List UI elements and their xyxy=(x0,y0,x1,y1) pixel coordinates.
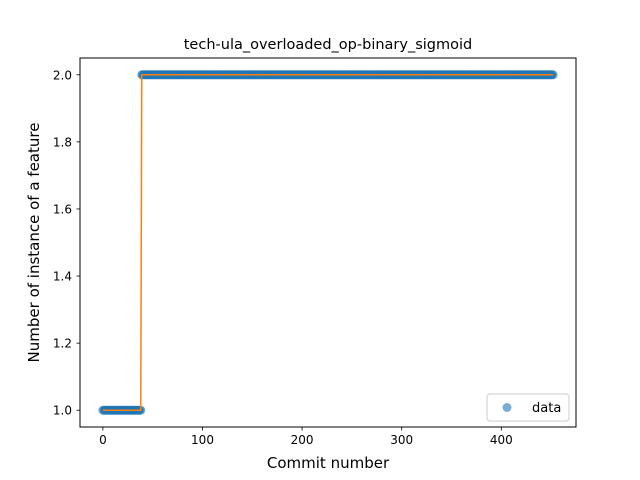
y-axis-label: Number of instance of a feature xyxy=(25,123,43,363)
x-axis-label: Commit number xyxy=(267,454,390,472)
y-tick-label: 1.0 xyxy=(53,404,72,418)
y-axis-ticks: 1.0 1.2 1.4 1.6 1.8 2.0 xyxy=(53,68,80,418)
y-tick-label: 1.2 xyxy=(53,337,72,351)
y-tick-label: 1.4 xyxy=(53,270,72,284)
chart-title: tech-ula_overloaded_op-binary_sigmoid xyxy=(184,37,472,53)
x-axis-ticks: 0 100 200 300 400 xyxy=(99,427,513,447)
y-tick-label: 1.6 xyxy=(53,202,72,216)
x-tick-label: 200 xyxy=(291,433,314,447)
legend: data xyxy=(486,393,570,422)
legend-label: data xyxy=(532,401,561,416)
plot-frame xyxy=(79,57,577,428)
y-tick-label: 1.8 xyxy=(53,135,72,149)
x-tick-label: 0 xyxy=(99,433,107,447)
legend-box xyxy=(486,393,570,422)
x-tick-label: 100 xyxy=(191,433,214,447)
x-tick-label: 300 xyxy=(390,433,413,447)
legend-marker xyxy=(502,403,512,412)
fit-line xyxy=(102,74,554,411)
y-tick-label: 2.0 xyxy=(53,68,72,82)
fit-line-path xyxy=(102,74,554,411)
x-tick-label: 400 xyxy=(490,433,513,447)
